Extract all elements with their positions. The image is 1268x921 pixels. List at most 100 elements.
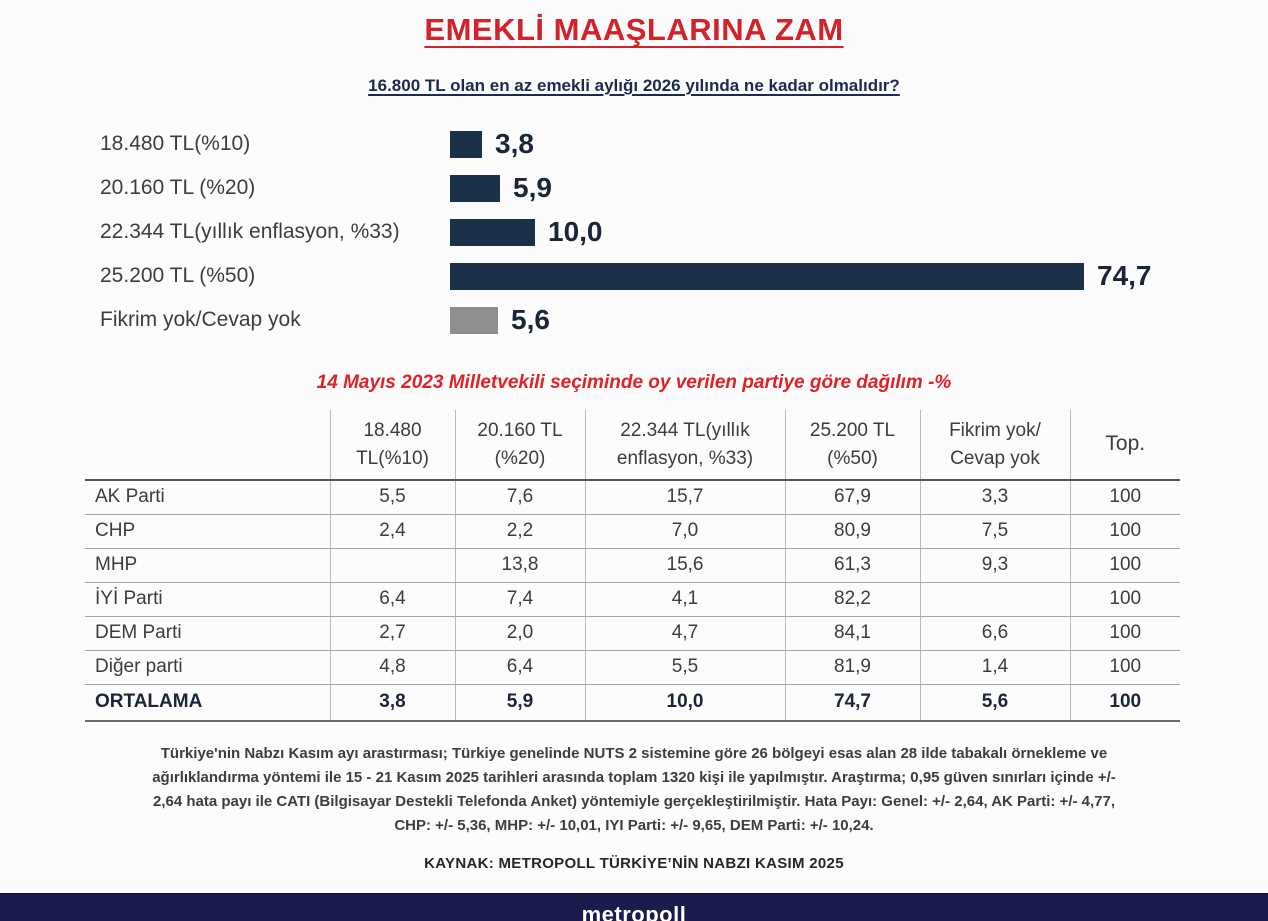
row-label: AK Parti: [85, 480, 330, 515]
chart-category-label: 25.200 TL (%50): [100, 264, 256, 287]
cell-value: 100: [1069, 480, 1180, 515]
table-row: DEM Parti 2,7 2,0 4,7 84,1 6,6 100: [85, 616, 1180, 651]
row-label: Diğer parti: [85, 650, 330, 685]
cell-value: 80,9: [784, 514, 920, 549]
row-label: DEM Parti: [85, 616, 330, 651]
brand-bar: metropoll: [0, 893, 1268, 921]
party-table: 18.480 TL(%10) 20.160 TL (%20) 22.344 TL(y…: [85, 410, 1180, 722]
cell-value: 2,2: [454, 514, 585, 549]
cell-value: 6,4: [454, 650, 585, 685]
bar-value-label: 3,8: [495, 128, 534, 159]
bar-chart: 18.480 TL(%10) 3,8 20.160 TL (%20) 5,9 22.34…: [100, 122, 1220, 342]
cell-value: 5,5: [584, 650, 785, 685]
row-label: ORTALAMA: [85, 683, 330, 722]
table-row: ORTALAMA 3,8 5,9 10,0 74,7 5,6 100: [85, 683, 1180, 722]
page-title: EMEKLİ MAAŞLARINA ZAM: [424, 12, 844, 47]
cell-value: 3,8: [329, 683, 455, 722]
bar-value-label: 10,0: [548, 216, 603, 247]
survey-question: 16.800 TL olan en az emekli aylığı 2026 …: [368, 76, 900, 95]
chart-category-label: 22.344 TL(yıllık enflasyon, %33): [100, 220, 400, 243]
source-line: KAYNAK: METROPOLL TÜRKİYE’NİN NABZI KASI…: [424, 855, 844, 872]
cell-value: 100: [1069, 650, 1180, 685]
cell-value: 2,4: [329, 514, 455, 549]
cell-value: 81,9: [784, 650, 920, 685]
cell-value: 13,8: [454, 548, 585, 583]
cell-value: 84,1: [784, 616, 920, 651]
table-row: MHP 13,8 15,6 61,3 9,3 100: [85, 548, 1180, 583]
cell-value: 1,4: [919, 650, 1070, 685]
column-header: 25.200 TL (%50): [784, 410, 920, 481]
cell-value: 2,7: [329, 616, 455, 651]
cell-value: 2,0: [454, 616, 585, 651]
chart-row: 20.160 TL (%20) 5,9: [100, 166, 1220, 210]
column-header: 18.480 TL(%10): [329, 410, 455, 481]
bar-area: 5,9: [450, 172, 552, 204]
cell-value: 4,7: [584, 616, 785, 651]
cell-value: 10,0: [584, 683, 785, 722]
bar: [450, 130, 482, 158]
chart-row: 25.200 TL (%50) 74,7: [100, 254, 1220, 298]
row-label: MHP: [85, 548, 330, 583]
bar: [450, 218, 535, 246]
cell-value: 6,6: [919, 616, 1070, 651]
table-row: AK Parti 5,5 7,6 15,7 67,9 3,3 100: [85, 480, 1180, 515]
cell-value: 7,4: [454, 582, 585, 617]
table-caption: 14 Mayıs 2023 Milletvekili seçiminde oy …: [316, 372, 952, 393]
cell-value: 100: [1069, 616, 1180, 651]
bar-area: 5,6: [450, 304, 550, 336]
cell-value: 67,9: [784, 480, 920, 515]
cell-value: [329, 548, 455, 583]
chart-row: Fikrim yok/Cevap yok 5,6: [100, 298, 1220, 342]
cell-value: 5,5: [329, 480, 455, 515]
bar-value-label: 5,9: [513, 172, 552, 203]
row-label: CHP: [85, 514, 330, 549]
column-header: [85, 410, 330, 481]
column-header: Top.: [1069, 410, 1180, 481]
chart-row: 22.344 TL(yıllık enflasyon, %33) 10,0: [100, 210, 1220, 254]
chart-row: 18.480 TL(%10) 3,8: [100, 122, 1220, 166]
column-header: 22.344 TL(yıllık enflasyon, %33): [584, 410, 785, 481]
bar-value-label: 5,6: [511, 304, 550, 335]
cell-value: [919, 582, 1070, 617]
cell-value: 5,9: [454, 683, 585, 722]
row-label: İYİ Parti: [85, 582, 330, 617]
cell-value: 7,0: [584, 514, 785, 549]
cell-value: 61,3: [784, 548, 920, 583]
cell-value: 3,3: [919, 480, 1070, 515]
chart-category-label: 20.160 TL (%20): [100, 176, 256, 199]
methodology-footnote: Türkiye'nin Nabzı Kasım ayı arastırması;…: [152, 745, 1116, 834]
column-header: 20.160 TL (%20): [454, 410, 585, 481]
cell-value: 7,6: [454, 480, 585, 515]
metropoll-logo-text: metropoll: [581, 902, 687, 921]
table-row: CHP 2,4 2,2 7,0 80,9 7,5 100: [85, 514, 1180, 549]
cell-value: 15,6: [584, 548, 785, 583]
bar-area: 74,7: [450, 260, 1152, 292]
table-header: 18.480 TL(%10) 20.160 TL (%20) 22.344 TL(y…: [85, 410, 1180, 481]
cell-value: 15,7: [584, 480, 785, 515]
cell-value: 9,3: [919, 548, 1070, 583]
bar: [450, 262, 1084, 290]
table-row: İYİ Parti 6,4 7,4 4,1 82,2 100: [85, 582, 1180, 617]
cell-value: 4,1: [584, 582, 785, 617]
bar-value-label: 74,7: [1097, 260, 1152, 291]
table-body: AK Parti 5,5 7,6 15,7 67,9 3,3 100 CHP 2,4 2,2 7,0…: [85, 480, 1180, 722]
cell-value: 100: [1069, 548, 1180, 583]
bar: [450, 174, 500, 202]
cell-value: 7,5: [919, 514, 1070, 549]
bar-area: 3,8: [450, 128, 534, 160]
cell-value: 100: [1069, 514, 1180, 549]
cell-value: 74,7: [784, 683, 920, 722]
cell-value: 100: [1069, 683, 1180, 722]
chart-category-label: Fikrim yok/Cevap yok: [100, 308, 301, 331]
cell-value: 5,6: [919, 683, 1070, 722]
cell-value: 100: [1069, 582, 1180, 617]
cell-value: 82,2: [784, 582, 920, 617]
cell-value: 6,4: [329, 582, 455, 617]
column-header: Fikrim yok/ Cevap yok: [919, 410, 1070, 481]
bar: [450, 306, 498, 334]
table-row: Diğer parti 4,8 6,4 5,5 81,9 1,4 100: [85, 650, 1180, 685]
bar-area: 10,0: [450, 216, 603, 248]
cell-value: 4,8: [329, 650, 455, 685]
chart-category-label: 18.480 TL(%10): [100, 132, 251, 155]
